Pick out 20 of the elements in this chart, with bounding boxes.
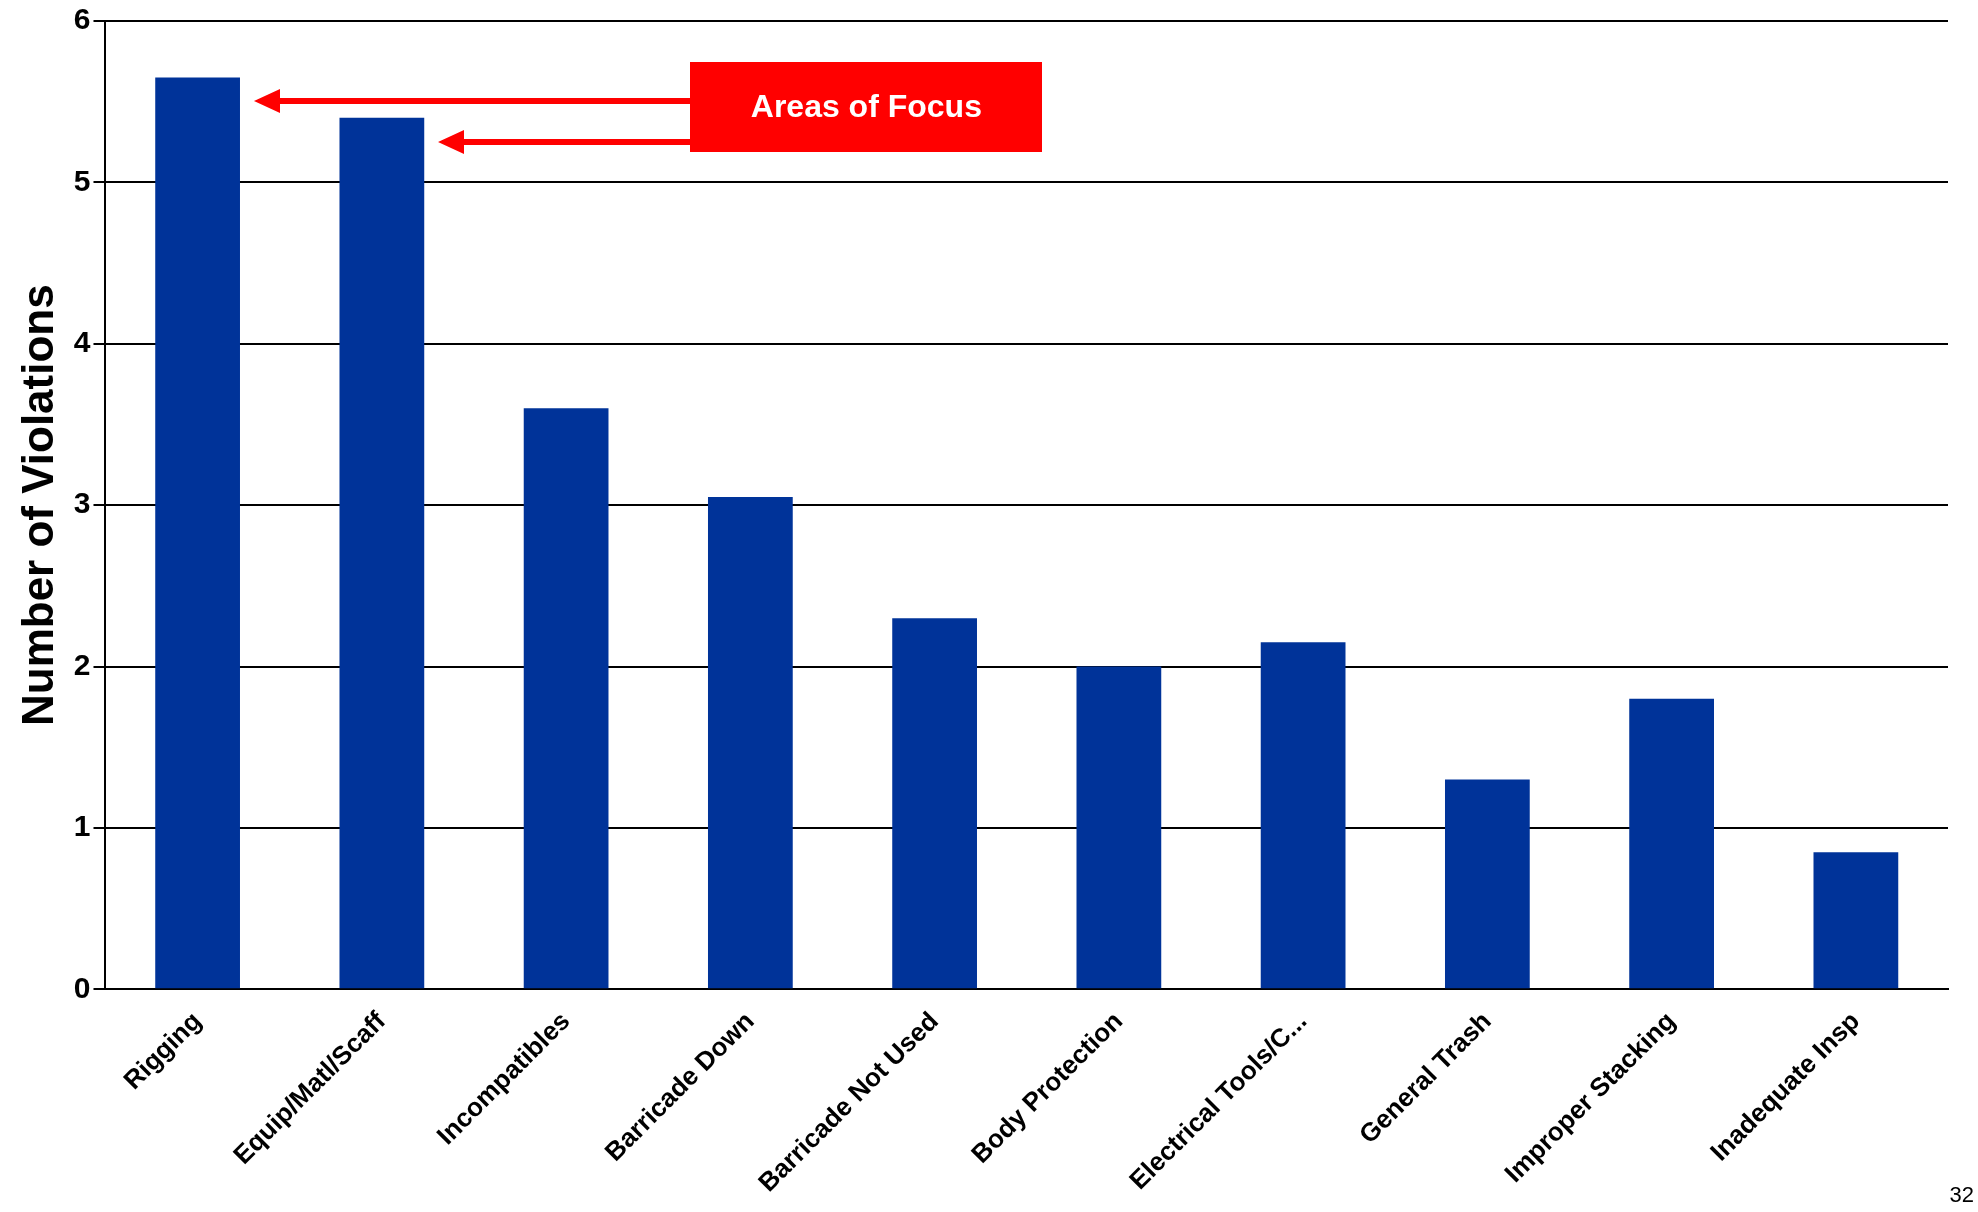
y-tick-label: 1 — [73, 809, 91, 843]
y-tick-label: 6 — [73, 2, 91, 36]
bar — [1260, 642, 1346, 989]
y-tick-label: 4 — [73, 325, 91, 359]
y-tick-label: 5 — [73, 163, 91, 197]
bar — [1444, 779, 1530, 989]
text: 32 — [1949, 1182, 1974, 1208]
bar — [1813, 852, 1899, 989]
y-axis-title: Number of Violations — [12, 284, 62, 726]
label-box: Areas of Focus — [690, 61, 1043, 152]
y-tick-label: 2 — [73, 647, 91, 681]
bar — [1629, 698, 1714, 989]
y-tick-label: 0 — [73, 970, 91, 1004]
y-tick-label: 3 — [73, 486, 91, 520]
bar — [523, 408, 609, 989]
bar — [892, 618, 977, 989]
bar — [155, 77, 240, 989]
bar — [1076, 666, 1162, 989]
bar — [339, 117, 425, 989]
bar — [707, 497, 793, 989]
